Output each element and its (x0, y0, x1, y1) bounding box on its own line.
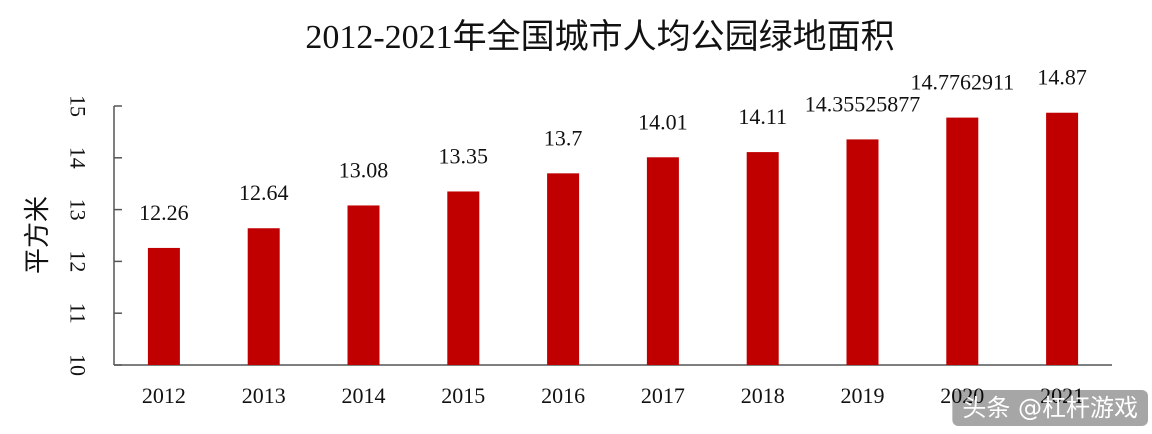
data-label: 14.7762911 (910, 70, 1014, 95)
bar (247, 228, 280, 365)
bar (347, 205, 380, 365)
y-tick-label: 10 (66, 354, 91, 376)
bar (946, 117, 979, 365)
bar (147, 247, 180, 365)
data-label: 14.01 (638, 109, 688, 134)
chart-title: 2012-2021年全国城市人均公园绿地面积 (305, 18, 894, 56)
data-label: 13.35 (439, 143, 489, 168)
bar (846, 139, 879, 365)
y-tick-label: 14 (66, 147, 91, 169)
axes: 10 11 12 13 14 15 2012 2013 2014 2015 2016 2017 2018… (66, 95, 1112, 408)
x-tick-label: 2017 (641, 383, 685, 408)
y-axis-label: 平方米 (23, 196, 53, 274)
data-label: 13.7 (544, 125, 583, 150)
x-tick-label: 2019 (841, 383, 885, 408)
data-labels: 12.26 12.64 13.08 13.35 13.7 14.01 14.11 14.355… (139, 65, 1087, 225)
y-tick-label: 15 (66, 95, 91, 117)
data-label: 14.11 (738, 104, 787, 129)
data-label: 12.26 (139, 200, 189, 225)
bars (147, 112, 1079, 365)
bar (746, 152, 779, 365)
data-label: 13.08 (339, 157, 389, 182)
y-tick-label: 12 (66, 250, 91, 272)
x-tick-label: 2016 (541, 383, 585, 408)
x-tick-label: 2014 (342, 383, 386, 408)
data-label: 14.35525877 (805, 91, 921, 116)
y-tick-label: 11 (66, 303, 91, 324)
x-tick-label: 2018 (741, 383, 785, 408)
x-tick-label: 2015 (441, 383, 485, 408)
data-label: 12.64 (239, 180, 289, 205)
x-tick-label: 2021 (1040, 383, 1084, 408)
data-label: 14.87 (1037, 65, 1087, 90)
bar (646, 157, 679, 365)
y-tick-label: 13 (66, 199, 91, 221)
watermark-badge (952, 390, 1148, 426)
x-tick-label: 2012 (142, 383, 186, 408)
watermark-text: 头条 @杠杆游戏 (962, 394, 1138, 422)
bar (547, 173, 580, 365)
x-tick-label: 2020 (940, 383, 984, 408)
x-tick-label: 2013 (242, 383, 286, 408)
bar (447, 191, 480, 365)
bar (1046, 112, 1079, 365)
